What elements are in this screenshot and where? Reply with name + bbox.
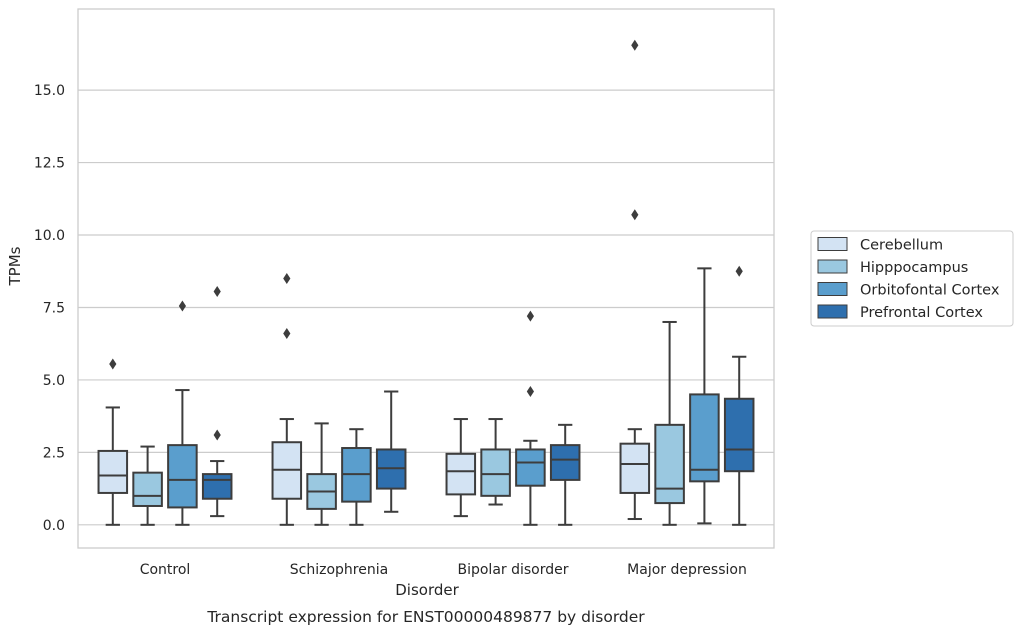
box-group: [689, 267, 720, 525]
box-iqr: [549, 444, 581, 481]
box-iqr: [97, 449, 129, 494]
figure-caption: Transcript expression for ENST0000048987…: [206, 608, 645, 626]
legend-label: Prefrontal Cortex: [860, 305, 983, 321]
box-iqr: [619, 442, 651, 494]
box-iqr: [515, 448, 546, 487]
box-iqr: [132, 471, 163, 507]
legend-swatch: [817, 304, 848, 319]
legend-items: Cerebellum Hipppocampus Orbitofontal Corte…: [817, 237, 1000, 321]
box-group: [341, 428, 372, 526]
box-iqr: [654, 423, 685, 505]
x-tick-labels: Control Schizophrenia Bipolar disorder Majo…: [140, 562, 747, 578]
outlier-point: [283, 273, 291, 284]
x-tick-label: Major depression: [627, 562, 747, 578]
box-group: [167, 300, 198, 526]
outlier-point: [178, 300, 186, 312]
y-tick-label: 5.0: [43, 373, 65, 389]
y-tick-label: 0.0: [43, 518, 65, 534]
box-group: [723, 265, 755, 526]
box-group: [97, 358, 129, 526]
box-group: [654, 320, 685, 526]
outlier-point: [735, 265, 743, 277]
box-group: [132, 445, 163, 526]
outlier-point: [213, 286, 221, 298]
legend-frame: [810, 230, 1014, 327]
x-axis-label: Disorder: [395, 581, 459, 599]
legend-swatch: [817, 282, 848, 296]
x-tick-label: Schizophrenia: [290, 562, 388, 578]
box-group: [375, 390, 407, 513]
y-tick-label: 2.5: [43, 445, 65, 461]
outlier-point: [526, 386, 534, 398]
x-tick-label: Bipolar disorder: [457, 562, 568, 578]
legend-swatch: [817, 237, 848, 251]
outlier-point: [213, 429, 221, 441]
outlier-point: [631, 39, 639, 51]
y-tick-label: 10.0: [34, 228, 65, 244]
y-tick-label: 12.5: [34, 156, 65, 172]
box-group: [306, 422, 337, 526]
legend-swatch: [817, 259, 848, 274]
x-tick-label: Control: [140, 562, 191, 578]
box-group: [201, 286, 233, 518]
legend-label: Hipppocampus: [860, 260, 968, 276]
box-iqr: [201, 473, 233, 500]
box-iqr: [689, 393, 720, 483]
box-iqr: [167, 444, 198, 509]
y-tick-label: 7.5: [43, 300, 65, 316]
box-iqr: [445, 452, 477, 496]
y-axis-label: TPMs: [6, 246, 24, 286]
outlier-point: [283, 328, 291, 340]
box-group: [445, 418, 477, 518]
legend-label: Cerebellum: [860, 238, 943, 254]
y-tick-label: 15.0: [34, 83, 65, 99]
box-group: [515, 310, 546, 526]
y-tick-labels: 0.0 2.5 5.0 7.5 10.0 12.5 15.0: [34, 83, 65, 534]
box-iqr: [480, 448, 511, 497]
outlier-point: [526, 310, 534, 322]
outlier-point: [109, 358, 117, 370]
box-group: [549, 423, 581, 526]
box-group: [271, 273, 303, 526]
box-iqr: [723, 397, 755, 473]
box-group: [619, 39, 651, 521]
legend: Cerebellum Hipppocampus Orbitofontal Corte…: [810, 230, 1014, 327]
box-series: [97, 39, 755, 526]
legend-label: Orbitofontal Cortex: [860, 283, 1000, 299]
outlier-point: [631, 209, 639, 221]
box-group: [480, 418, 511, 506]
